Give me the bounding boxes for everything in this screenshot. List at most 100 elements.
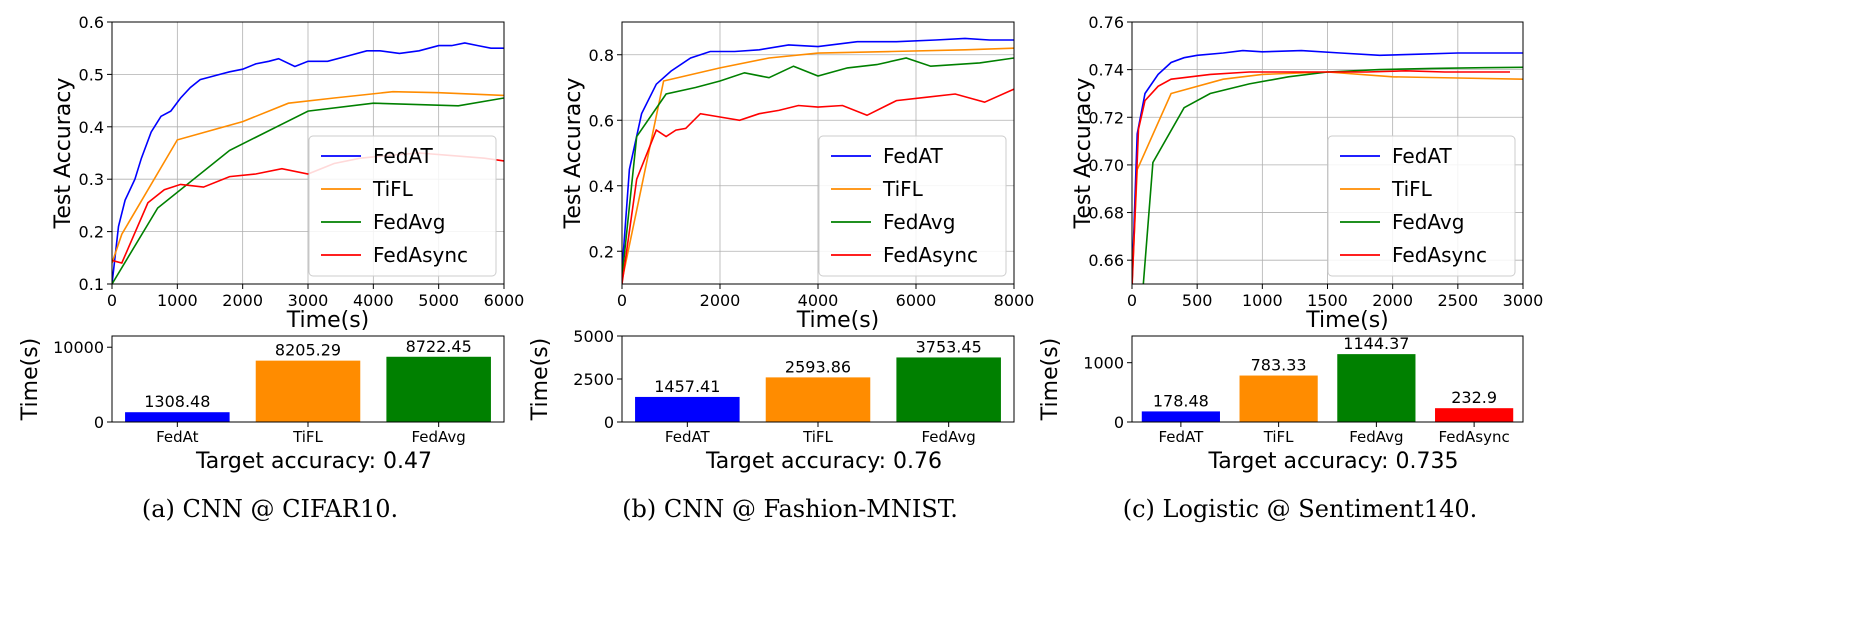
legend-label: FedAvg [373, 210, 445, 234]
panel-caption: (c) Logistic @ Sentiment140. [1123, 495, 1477, 523]
bar [635, 396, 740, 422]
bar-value-label: 178.48 [1153, 391, 1209, 410]
x-tick-label: 6000 [484, 291, 525, 310]
y-axis-label: Time(s) [528, 338, 553, 421]
target-accuracy-label: Target accuracy: 0.735 [1207, 449, 1458, 474]
bar-category-label: TiFL [802, 428, 833, 446]
legend-label: FedAvg [883, 210, 955, 234]
x-tick-label: 5000 [418, 291, 459, 310]
x-tick-label: 4000 [353, 291, 394, 310]
x-tick-label: 1500 [1307, 291, 1348, 310]
y-tick-label: 0.3 [79, 170, 104, 189]
bar-frame [1131, 335, 1524, 423]
series-line-fedavg [622, 57, 1014, 278]
series-line-tifl [112, 90, 504, 264]
y-tick-label: 0 [94, 413, 104, 432]
x-tick-label: 8000 [994, 291, 1035, 310]
target-accuracy-label: Target accuracy: 0.76 [705, 449, 942, 474]
y-tick-label: 0.72 [1088, 108, 1124, 127]
bar-chart: 178.48 FedAT 783.33 TiFL 1144.37 FedAvg 232.9 F… [1038, 334, 1524, 474]
bar-category-label: FedAvg [411, 428, 465, 446]
x-tick-label: 2000 [1372, 291, 1413, 310]
x-tick-label: 1000 [157, 291, 198, 310]
bar-category-label: FedAvg [921, 428, 975, 446]
bar [1435, 408, 1514, 422]
bar-chart: 1308.48 FedAt 8205.29 TiFL 8722.45 FedAvg 0 100… [18, 335, 505, 474]
bar-category-label: TiFL [292, 428, 323, 446]
bar-value-label: 232.9 [1451, 388, 1497, 407]
y-tick-label: 0.68 [1088, 204, 1124, 223]
legend-label: FedAsync [1392, 243, 1487, 267]
y-tick-label: 10000 [53, 338, 104, 357]
x-tick-label: 0 [1127, 291, 1137, 310]
bar [765, 377, 871, 422]
bar [255, 360, 361, 422]
bar [1239, 375, 1318, 422]
x-tick-label: 6000 [896, 291, 937, 310]
y-tick-label: 0 [1114, 413, 1124, 432]
legend-label: FedAvg [1392, 210, 1464, 234]
y-tick-label: 0.8 [589, 46, 614, 65]
bar-value-label: 1308.48 [144, 392, 210, 411]
legend-box [308, 135, 497, 277]
line-chart: 0 2000 4000 6000 8000 0.2 0.4 0.6 0.8 Time(s) Test… [561, 21, 1035, 333]
series-line-tifl [1132, 71, 1523, 284]
x-axis-label: Time(s) [286, 308, 369, 333]
y-tick-label: 0.5 [79, 65, 104, 84]
bar-value-label: 783.33 [1251, 356, 1307, 375]
bar-value-label: 2593.86 [785, 357, 851, 376]
legend-label: FedAT [1392, 144, 1453, 168]
legend-label: TiFL [882, 177, 924, 201]
y-tick-label: 0.74 [1088, 61, 1124, 80]
x-tick-label: 500 [1182, 291, 1213, 310]
series-line-fedasync [622, 88, 1014, 284]
bar [1141, 411, 1220, 422]
bar-value-label: 3753.45 [916, 337, 982, 356]
y-tick-label: 0.4 [589, 177, 614, 196]
y-tick-label: 0 [604, 413, 614, 432]
y-tick-label: 0.6 [589, 111, 614, 130]
y-tick-label: 0.1 [79, 275, 104, 294]
panel-2: 0 2000 4000 6000 8000 0.2 0.4 0.6 0.8 Time(s) Test… [528, 21, 1035, 523]
x-axis-label: Time(s) [796, 308, 879, 333]
y-axis-label: Time(s) [1038, 338, 1063, 421]
bar-category-label: FedAsync [1438, 428, 1509, 446]
bar-value-label: 8722.45 [406, 337, 472, 356]
y-tick-label: 1000 [1083, 354, 1124, 373]
series-line-fedavg [112, 97, 504, 284]
y-tick-label: 0.70 [1088, 156, 1124, 175]
y-tick-label: 0.66 [1088, 251, 1124, 270]
x-tick-label: 1000 [1242, 291, 1283, 310]
panel-1: 0 1000 2000 3000 4000 5000 6000 0.1 0.2 0.3 0.4 0.5… [18, 13, 524, 523]
series-line-fedat [112, 42, 504, 284]
panel-caption: (b) CNN @ Fashion-MNIST. [622, 495, 958, 523]
legend: FedAT TiFL FedAvg FedAsync [818, 135, 1007, 277]
legend-label: FedAsync [883, 243, 978, 267]
bar [1337, 354, 1416, 422]
series-line-fedavg [1142, 66, 1523, 284]
legend: FedAT TiFL FedAvg FedAsync [1327, 135, 1516, 277]
series-line-fedasync [1132, 69, 1510, 284]
bar [896, 357, 1001, 422]
x-tick-label: 3000 [1503, 291, 1544, 310]
y-axis-label: Time(s) [18, 338, 43, 421]
legend-box [1327, 135, 1516, 277]
bar-frame [111, 335, 505, 423]
x-tick-label: 2500 [1437, 291, 1478, 310]
x-tick-label: 2000 [222, 291, 263, 310]
bar-value-label: 1457.41 [654, 377, 720, 396]
bar-chart: 1457.41 FedAT 2593.86 TiFL 3753.45 FedAvg 0 250… [528, 327, 1015, 474]
x-tick-label: 2000 [700, 291, 741, 310]
bar-value-label: 8205.29 [275, 341, 341, 360]
legend-label: FedAsync [373, 243, 468, 267]
series-line-fedat [1132, 49, 1523, 284]
legend-label: FedAT [883, 144, 944, 168]
line-chart: 0 1000 2000 3000 4000 5000 6000 0.1 0.2 0.3 0.4 0.5… [51, 13, 524, 333]
y-tick-label: 0.6 [79, 13, 104, 32]
x-axis-label: Time(s) [1305, 308, 1388, 333]
series-line-tifl [622, 47, 1014, 281]
series-line-fedat [622, 37, 1014, 271]
y-axis-label: Test Accuracy [51, 78, 76, 230]
bar-category-label: FedAT [665, 428, 711, 446]
y-tick-label: 0.2 [589, 242, 614, 261]
